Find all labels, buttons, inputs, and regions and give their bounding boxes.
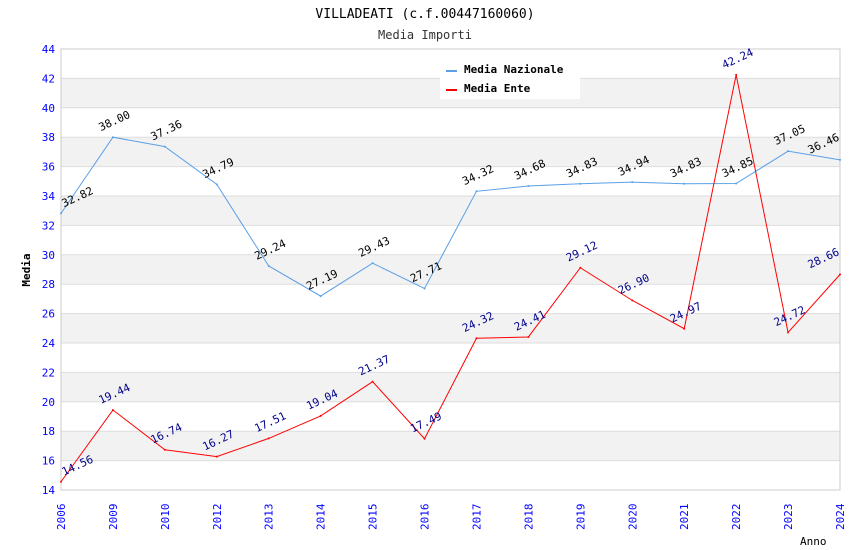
x-tick-label: 2020 xyxy=(626,504,639,531)
data-point xyxy=(371,262,374,265)
data-point xyxy=(60,480,62,483)
grid-band xyxy=(61,284,840,314)
y-tick-label: 14 xyxy=(42,484,56,497)
grid-band xyxy=(61,254,840,285)
data-point xyxy=(631,299,634,302)
y-tick-label: 34 xyxy=(42,190,56,203)
y-tick-label: 30 xyxy=(42,249,55,262)
data-point xyxy=(319,414,322,417)
x-tick-label: 2019 xyxy=(574,504,587,531)
chart-title: VILLADEATI (c.f.00447160060) xyxy=(315,7,534,22)
data-point xyxy=(735,73,738,76)
data-point xyxy=(631,181,634,184)
data-point xyxy=(475,337,478,340)
data-point xyxy=(787,150,790,153)
y-tick-label: 24 xyxy=(42,337,56,350)
x-tick-label: 2013 xyxy=(263,504,276,531)
data-point xyxy=(319,295,322,298)
x-tick-label: 2024 xyxy=(834,503,847,530)
grid-band xyxy=(61,343,840,373)
x-tick-label: 2018 xyxy=(522,504,535,531)
legend-label-nazionale: Media Nazionale xyxy=(464,63,564,76)
grid-band xyxy=(61,431,840,461)
x-axis-label: Anno xyxy=(800,535,827,548)
x-tick-label: 2017 xyxy=(470,504,483,531)
y-tick-label: 36 xyxy=(42,161,55,174)
data-point xyxy=(215,183,218,186)
legend: Media Nazionale Media Ente xyxy=(440,58,580,99)
grid-band xyxy=(61,137,840,167)
y-tick-label: 20 xyxy=(42,396,55,409)
grid-band xyxy=(61,107,840,138)
grid-band xyxy=(61,401,840,432)
data-point xyxy=(475,190,478,193)
y-tick-label: 38 xyxy=(42,131,55,144)
data-point xyxy=(839,273,841,276)
x-tick-label: 2009 xyxy=(107,504,120,531)
y-tick-label: 22 xyxy=(42,366,55,379)
x-tick-label: 2014 xyxy=(315,503,328,530)
data-point xyxy=(111,409,114,412)
x-tick-label: 2021 xyxy=(678,504,691,531)
data-point xyxy=(839,158,841,161)
series-line-1 xyxy=(60,74,841,483)
y-axis-label: Media xyxy=(20,253,33,286)
data-point xyxy=(683,327,686,330)
legend-label-ente: Media Ente xyxy=(464,82,531,95)
chart-subtitle: Media Importi xyxy=(378,28,472,42)
grid-band xyxy=(61,460,840,490)
data-point xyxy=(111,136,114,139)
x-tick-label: 2016 xyxy=(419,504,432,531)
data-point xyxy=(423,437,426,440)
data-point xyxy=(215,455,218,458)
y-tick-label: 42 xyxy=(42,72,55,85)
grid-band xyxy=(61,372,840,402)
data-point xyxy=(579,266,582,269)
data-point xyxy=(163,448,166,451)
y-tick-label: 18 xyxy=(42,425,55,438)
data-point xyxy=(787,331,790,334)
data-point xyxy=(735,182,738,185)
grid-band xyxy=(61,166,840,196)
series-line-0 xyxy=(60,136,841,297)
data-point xyxy=(579,182,582,185)
y-tick-label: 32 xyxy=(42,219,55,232)
x-tick-label: 2022 xyxy=(730,504,743,531)
data-point xyxy=(163,145,166,148)
grid-band xyxy=(61,313,840,343)
y-tick-label: 44 xyxy=(42,43,56,56)
data-point xyxy=(683,182,686,185)
data-point xyxy=(527,335,530,338)
y-tick-label: 40 xyxy=(42,102,55,115)
x-tick-label: 2015 xyxy=(367,504,380,531)
x-tick-label: 2006 xyxy=(55,504,68,531)
grid-band xyxy=(61,196,840,226)
y-tick-label: 28 xyxy=(42,278,55,291)
data-point xyxy=(267,264,270,267)
plot-border xyxy=(60,48,841,491)
data-point xyxy=(527,185,530,188)
y-tick-label: 16 xyxy=(42,455,55,468)
y-tick-label: 26 xyxy=(42,308,55,321)
data-point xyxy=(371,380,374,383)
x-tick-label: 2010 xyxy=(159,504,172,531)
data-point xyxy=(423,287,426,290)
x-tick-label: 2023 xyxy=(782,504,795,531)
data-point xyxy=(60,212,62,215)
x-tick-label: 2012 xyxy=(211,504,224,531)
data-point xyxy=(267,437,270,440)
